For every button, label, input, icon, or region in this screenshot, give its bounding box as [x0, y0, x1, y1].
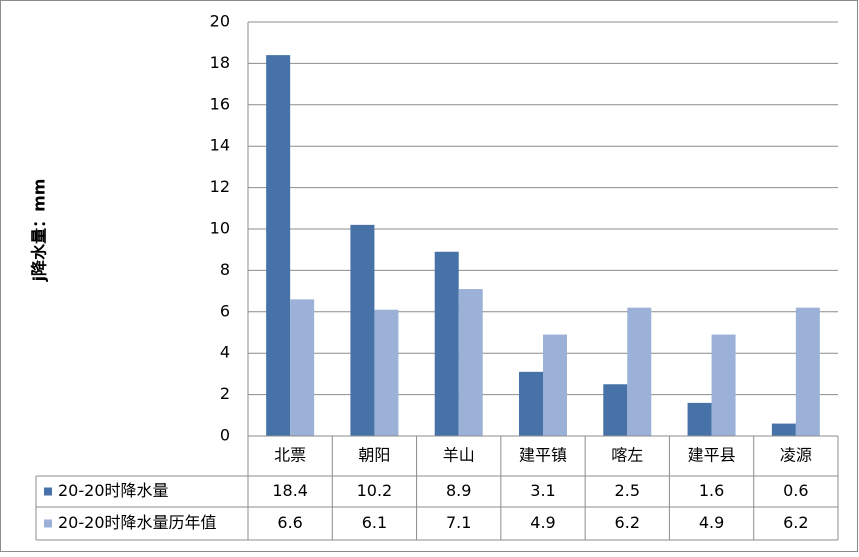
table-value: 6.1	[362, 513, 387, 532]
bar	[795, 307, 820, 436]
table-value: 6.6	[277, 513, 302, 532]
bar	[543, 334, 567, 436]
bar	[458, 289, 483, 436]
y-tick-label: 12	[210, 177, 230, 196]
y-tick-label: 6	[220, 301, 230, 320]
table-value: 0.6	[783, 481, 808, 500]
x-tick-label: 建平县	[688, 446, 736, 465]
bar	[434, 251, 459, 436]
table-value: 18.4	[272, 481, 308, 500]
x-tick-label: 建平镇	[519, 446, 567, 465]
table-value: 8.9	[446, 481, 471, 500]
x-tick-label: 北票	[274, 446, 306, 465]
bar	[350, 224, 375, 436]
y-tick-label: 16	[210, 94, 230, 113]
legend-label: 20-20时降水量	[58, 481, 169, 500]
y-tick-label: 4	[220, 343, 230, 362]
y-tick-label: 20	[210, 12, 230, 31]
bar	[266, 55, 291, 437]
table-value: 1.6	[699, 481, 724, 500]
legend-label: 20-20时降水量历年值	[58, 513, 217, 532]
x-tick-label: 喀左	[611, 446, 643, 465]
table-value: 3.1	[530, 481, 555, 500]
legend-key	[44, 487, 52, 496]
table-value: 6.2	[783, 513, 808, 532]
bar	[290, 299, 315, 436]
legend-key	[44, 519, 52, 528]
bar	[771, 423, 796, 436]
y-tick-label: 18	[210, 53, 230, 72]
bar	[627, 307, 652, 436]
y-tick-label: 0	[220, 426, 230, 445]
bar	[603, 384, 628, 436]
table-value: 7.1	[446, 513, 471, 532]
bar	[374, 309, 399, 436]
table-value: 4.9	[530, 513, 555, 532]
y-tick-label: 14	[210, 136, 230, 155]
table-value: 4.9	[699, 513, 724, 532]
table-value: 6.2	[615, 513, 640, 532]
x-tick-label: 羊山	[443, 446, 475, 465]
table-value: 10.2	[357, 481, 393, 500]
bar	[711, 334, 736, 436]
x-tick-label: 凌源	[780, 446, 812, 465]
x-tick-label: 朝阳	[358, 446, 390, 465]
y-tick-label: 8	[220, 260, 230, 279]
table-value: 2.5	[615, 481, 640, 500]
y-axis-label: j降水量：mm	[30, 179, 49, 283]
y-tick-label: 2	[220, 384, 230, 403]
bar	[687, 402, 712, 436]
y-tick-label: 10	[210, 219, 230, 238]
bar	[519, 371, 543, 436]
